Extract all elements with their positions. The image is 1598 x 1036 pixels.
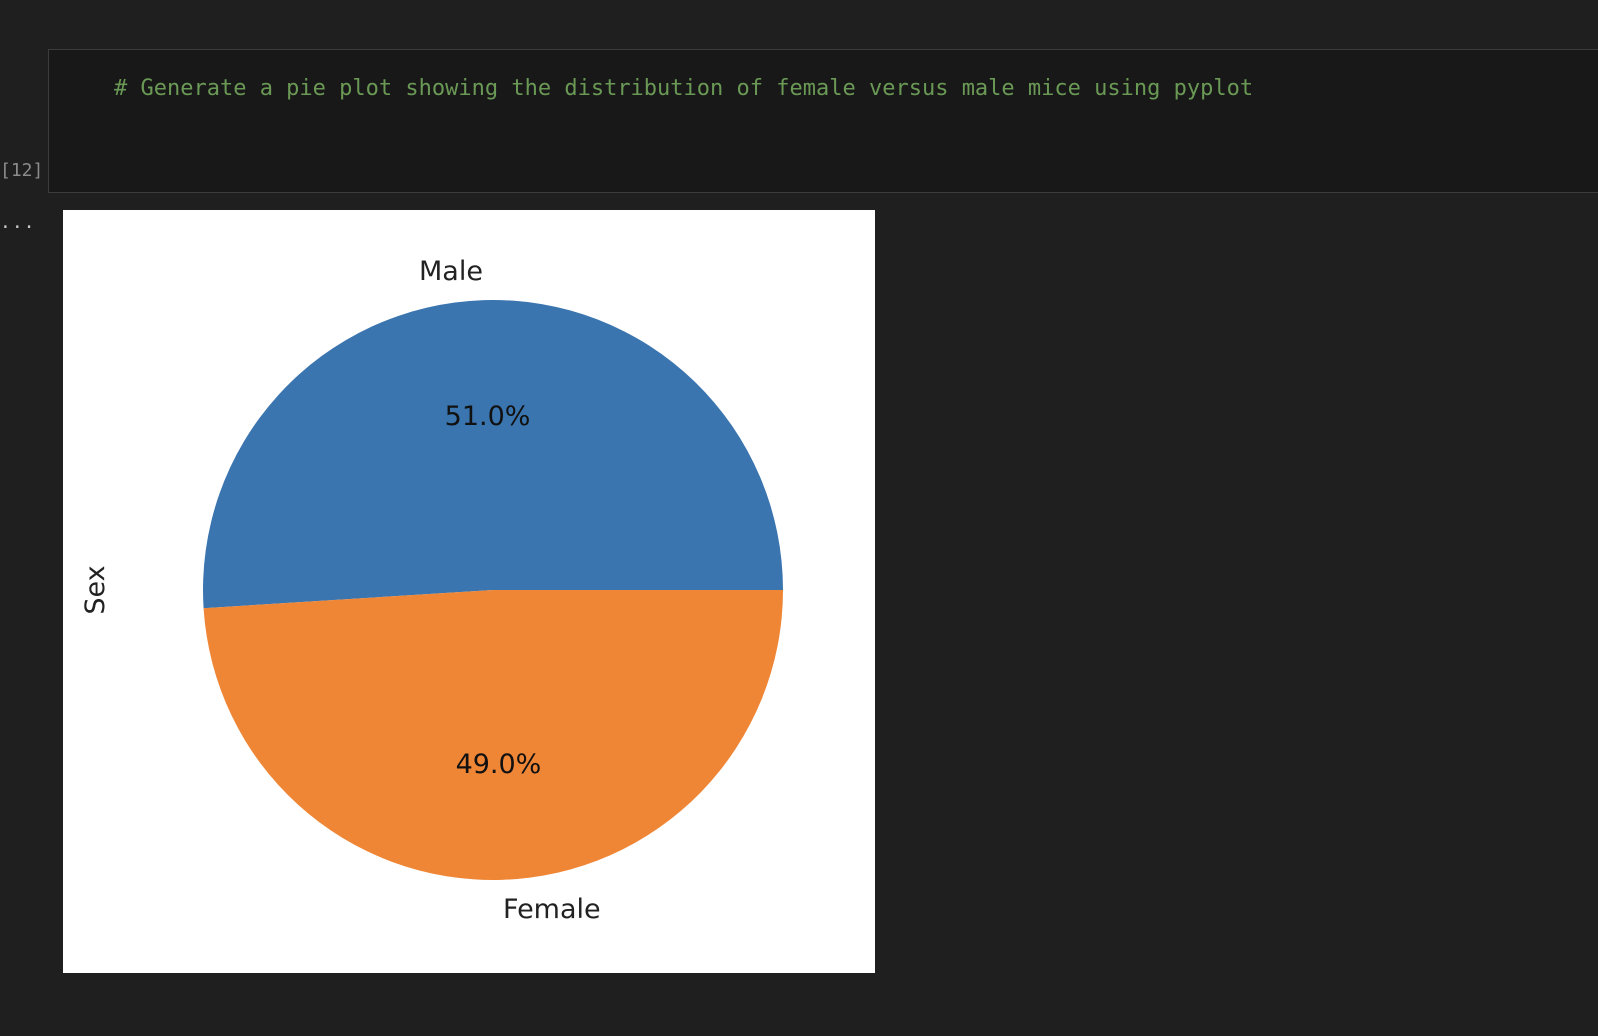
y-axis-label: Sex: [80, 565, 111, 614]
code-comment-line[interactable]: # Generate a pie plot showing the distri…: [114, 76, 1254, 101]
code-cell[interactable]: # Generate a pie plot showing the distri…: [48, 49, 1598, 193]
pie-chart-output: Male Female 51.0% 49.0% Sex: [63, 210, 875, 973]
slice-label-male: Male: [419, 256, 483, 287]
slice-pct-male: 51.0%: [445, 401, 531, 432]
pie-slice-male: [203, 299, 784, 609]
slice-pct-female: 49.0%: [456, 749, 542, 780]
output-actions-ellipsis[interactable]: ...: [0, 212, 36, 233]
pie-chart: Male Female 51.0% 49.0% Sex: [80, 256, 784, 925]
execution-count: [12]: [0, 160, 44, 181]
slice-label-female: Female: [503, 894, 601, 925]
pie-slice-female: [203, 590, 783, 880]
